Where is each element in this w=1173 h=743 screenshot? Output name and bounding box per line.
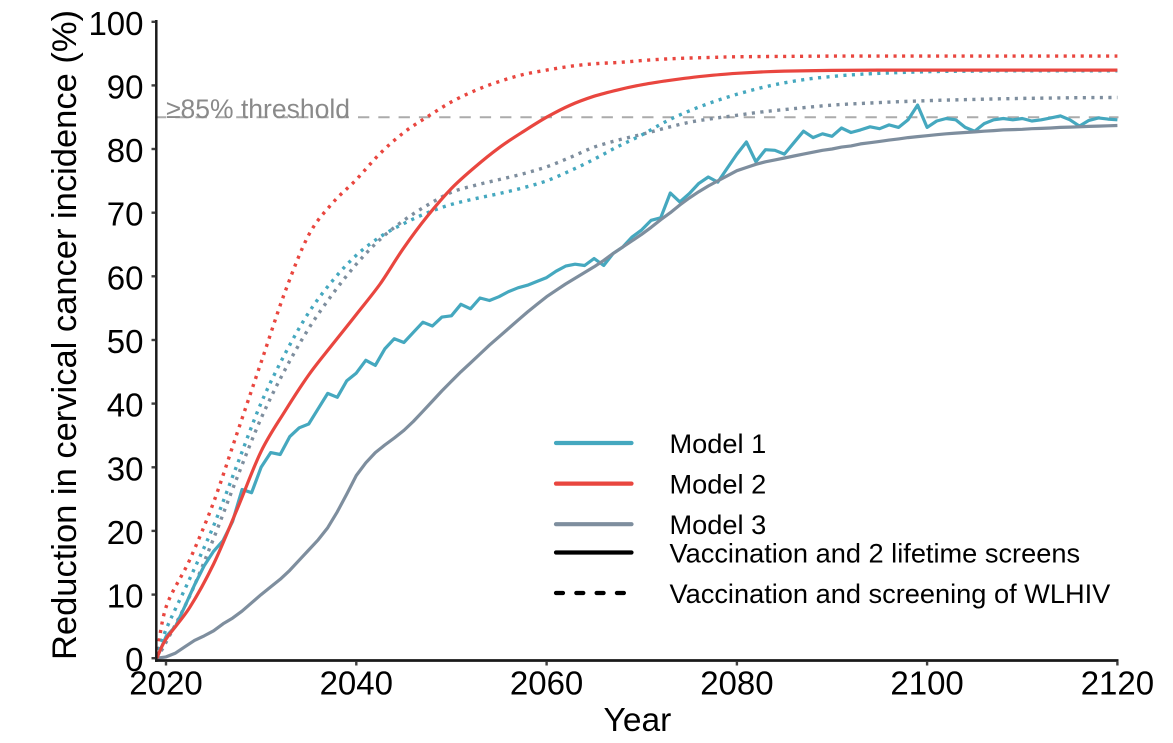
svg-text:2060: 2060 xyxy=(510,665,583,702)
svg-text:50: 50 xyxy=(107,323,144,360)
svg-text:40: 40 xyxy=(107,387,144,424)
svg-text:Model 1: Model 1 xyxy=(670,428,767,459)
svg-text:Vaccination and screening of W: Vaccination and screening of WLHIV xyxy=(670,578,1112,609)
svg-text:60: 60 xyxy=(107,259,144,296)
svg-text:Reduction in cervical cancer i: Reduction in cervical cancer incidence (… xyxy=(46,10,84,660)
svg-text:≥85% threshold: ≥85% threshold xyxy=(166,94,350,124)
svg-text:0: 0 xyxy=(125,641,143,678)
svg-text:2020: 2020 xyxy=(129,665,202,702)
svg-text:Model 3: Model 3 xyxy=(670,509,767,540)
svg-text:2120: 2120 xyxy=(1081,665,1154,702)
svg-text:70: 70 xyxy=(107,196,144,233)
svg-text:2100: 2100 xyxy=(890,665,963,702)
svg-text:10: 10 xyxy=(107,578,144,615)
svg-text:Vaccination and 2 lifetime scr: Vaccination and 2 lifetime screens xyxy=(670,538,1081,569)
svg-text:90: 90 xyxy=(107,68,144,105)
svg-text:100: 100 xyxy=(88,5,143,42)
svg-text:Year: Year xyxy=(604,702,672,738)
svg-text:2080: 2080 xyxy=(700,665,773,702)
svg-text:80: 80 xyxy=(107,132,144,169)
svg-text:20: 20 xyxy=(107,514,144,551)
svg-text:30: 30 xyxy=(107,450,144,487)
svg-text:2040: 2040 xyxy=(320,665,393,702)
svg-text:Model 2: Model 2 xyxy=(670,469,767,500)
